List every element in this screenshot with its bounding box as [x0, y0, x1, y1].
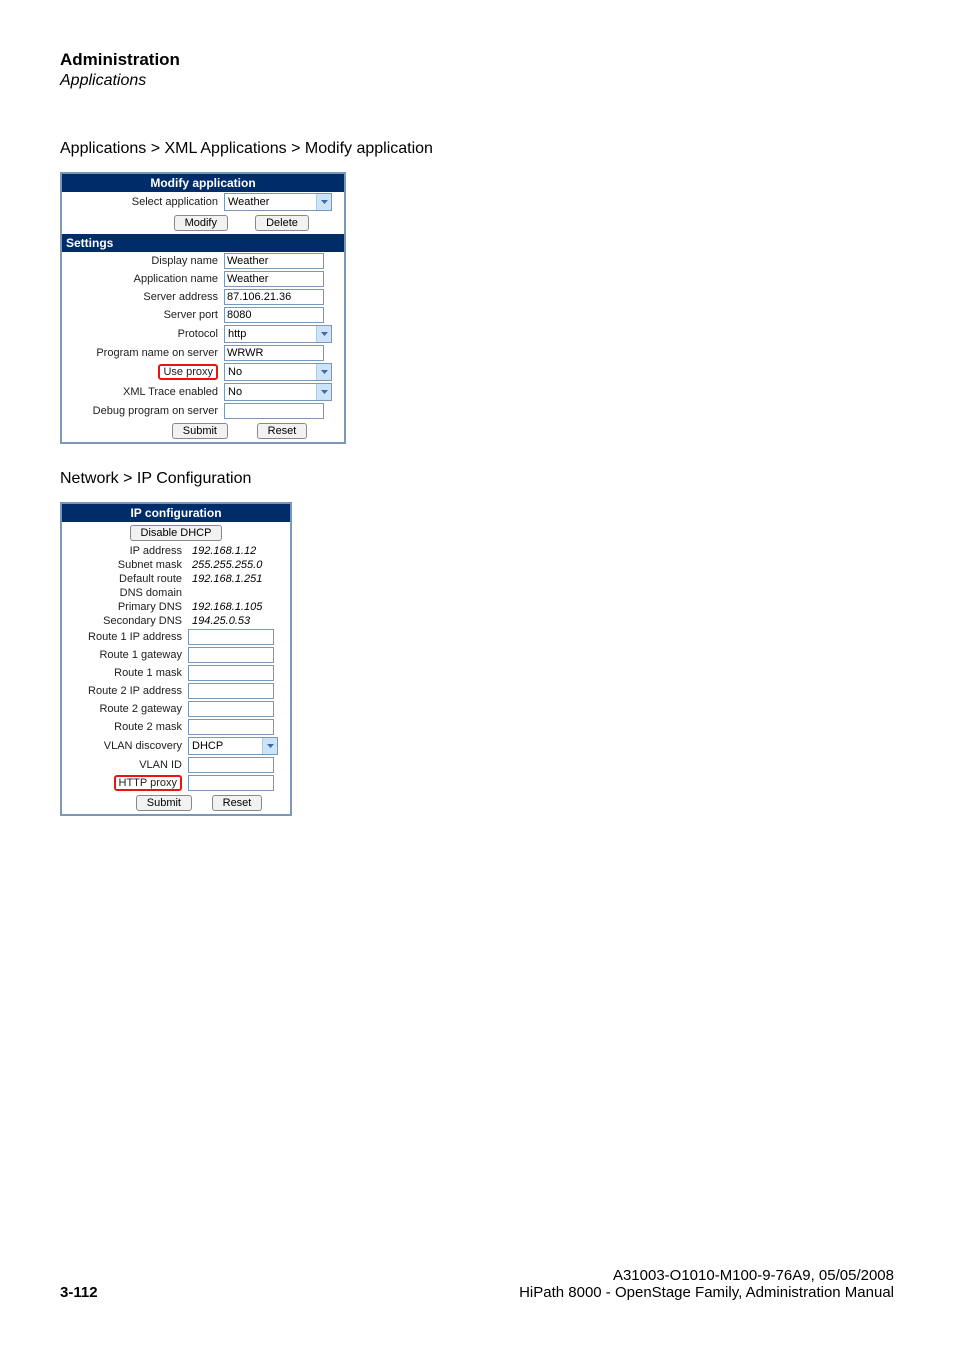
- http-proxy-highlight: HTTP proxy: [114, 775, 182, 791]
- reset-button[interactable]: Reset: [212, 795, 263, 811]
- modify-button[interactable]: Modify: [174, 215, 228, 231]
- xml-trace-dropdown[interactable]: No: [224, 383, 332, 401]
- ip-configuration-panel: IP configuration Disable DHCP IP address…: [60, 502, 292, 816]
- chevron-down-icon: [316, 194, 331, 210]
- breadcrumb: Applications > XML Applications > Modify…: [60, 140, 894, 158]
- application-name-label: Application name: [66, 273, 224, 285]
- server-address-input[interactable]: [224, 289, 324, 305]
- protocol-label: Protocol: [66, 328, 224, 340]
- server-port-input[interactable]: [224, 307, 324, 323]
- display-name-input[interactable]: [224, 253, 324, 269]
- select-application-label: Select application: [66, 196, 224, 208]
- disable-dhcp-button[interactable]: Disable DHCP: [130, 525, 223, 541]
- submit-button[interactable]: Submit: [136, 795, 192, 811]
- page-header-subtitle: Applications: [60, 72, 894, 90]
- select-application-dropdown[interactable]: Weather: [224, 193, 332, 211]
- primary-dns-value: 192.168.1.105: [188, 601, 278, 613]
- server-address-label: Server address: [66, 291, 224, 303]
- use-proxy-dropdown[interactable]: No: [224, 363, 332, 381]
- page-number: 3-112: [60, 1284, 98, 1301]
- http-proxy-input[interactable]: [188, 775, 274, 791]
- default-route-value: 192.168.1.251: [188, 573, 278, 585]
- route2-ip-label: Route 2 IP address: [66, 685, 188, 697]
- panel-title: Modify application: [62, 174, 344, 192]
- vlan-discovery-dropdown[interactable]: DHCP: [188, 737, 278, 755]
- secondary-dns-label: Secondary DNS: [66, 615, 188, 627]
- ip-address-label: IP address: [66, 545, 188, 557]
- route1-gateway-label: Route 1 gateway: [66, 649, 188, 661]
- route1-mask-input[interactable]: [188, 665, 274, 681]
- page-footer: 3-112 A31003-O1010-M100-9-76A9, 05/05/20…: [60, 1267, 894, 1301]
- select-application-value: Weather: [228, 196, 269, 208]
- route1-mask-label: Route 1 mask: [66, 667, 188, 679]
- primary-dns-label: Primary DNS: [66, 601, 188, 613]
- subnet-mask-value: 255.255.255.0: [188, 559, 278, 571]
- server-port-label: Server port: [66, 309, 224, 321]
- dns-domain-label: DNS domain: [66, 587, 188, 599]
- xml-trace-label: XML Trace enabled: [66, 386, 224, 398]
- protocol-dropdown[interactable]: http: [224, 325, 332, 343]
- default-route-label: Default route: [66, 573, 188, 585]
- route2-gateway-input[interactable]: [188, 701, 274, 717]
- program-name-input[interactable]: [224, 345, 324, 361]
- modify-application-panel: Modify application Select application We…: [60, 172, 346, 444]
- route1-gateway-input[interactable]: [188, 647, 274, 663]
- doc-id: A31003-O1010-M100-9-76A9, 05/05/2008: [519, 1267, 894, 1284]
- display-name-label: Display name: [66, 255, 224, 267]
- vlan-discovery-value: DHCP: [192, 740, 223, 752]
- subnet-mask-label: Subnet mask: [66, 559, 188, 571]
- vlan-id-input[interactable]: [188, 757, 274, 773]
- xml-trace-value: No: [228, 386, 242, 398]
- doc-title: HiPath 8000 - OpenStage Family, Administ…: [519, 1284, 894, 1301]
- vlan-discovery-label: VLAN discovery: [66, 740, 188, 752]
- chevron-down-icon: [316, 326, 331, 342]
- use-proxy-value: No: [228, 366, 242, 378]
- submit-button[interactable]: Submit: [172, 423, 228, 439]
- vlan-id-label: VLAN ID: [66, 759, 188, 771]
- panel-title: IP configuration: [62, 504, 290, 522]
- delete-button[interactable]: Delete: [255, 215, 309, 231]
- route1-ip-input[interactable]: [188, 629, 274, 645]
- route2-gateway-label: Route 2 gateway: [66, 703, 188, 715]
- debug-program-label: Debug program on server: [66, 405, 224, 417]
- route2-mask-input[interactable]: [188, 719, 274, 735]
- chevron-down-icon: [316, 364, 331, 380]
- chevron-down-icon: [316, 384, 331, 400]
- debug-program-input[interactable]: [224, 403, 324, 419]
- use-proxy-label-wrap: Use proxy: [66, 364, 224, 380]
- reset-button[interactable]: Reset: [257, 423, 308, 439]
- chevron-down-icon: [262, 738, 277, 754]
- settings-header: Settings: [62, 234, 344, 252]
- use-proxy-highlight: Use proxy: [158, 364, 218, 380]
- breadcrumb: Network > IP Configuration: [60, 470, 894, 488]
- route2-mask-label: Route 2 mask: [66, 721, 188, 733]
- protocol-value: http: [228, 328, 246, 340]
- secondary-dns-value: 194.25.0.53: [188, 615, 278, 627]
- application-name-input[interactable]: [224, 271, 324, 287]
- http-proxy-label-wrap: HTTP proxy: [66, 775, 188, 791]
- page-header-title: Administration: [60, 50, 894, 70]
- program-name-label: Program name on server: [66, 347, 224, 359]
- route2-ip-input[interactable]: [188, 683, 274, 699]
- ip-address-value: 192.168.1.12: [188, 545, 278, 557]
- route1-ip-label: Route 1 IP address: [66, 631, 188, 643]
